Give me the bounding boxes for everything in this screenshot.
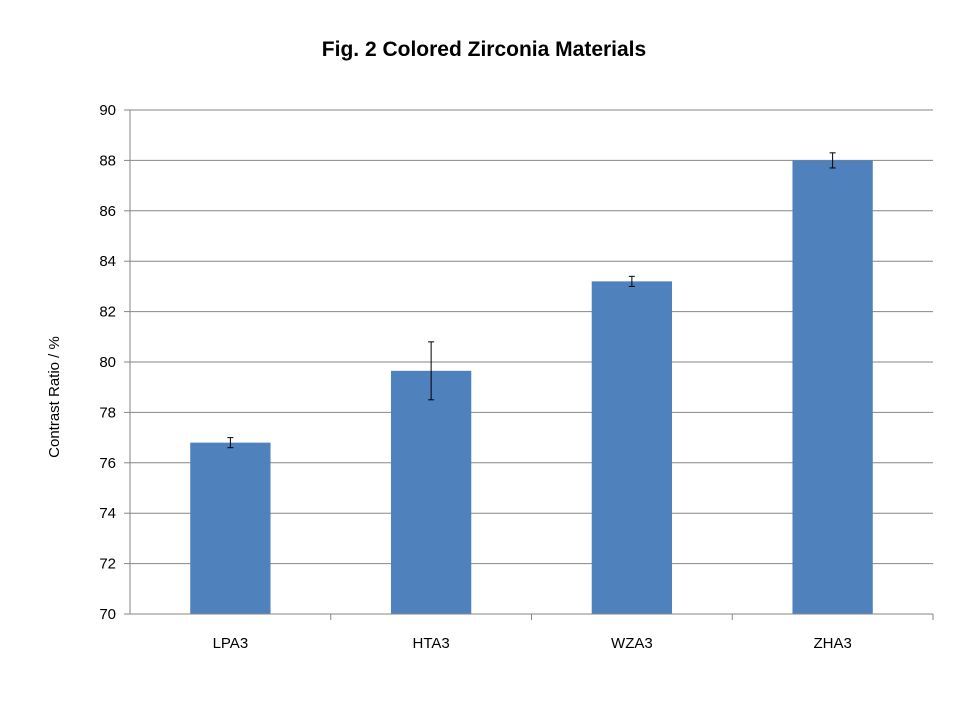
y-tick-label: 86	[99, 203, 116, 220]
bar-lpa3	[190, 442, 271, 614]
y-axis-title: Contrast Ratio / %	[46, 336, 63, 458]
y-tick-label: 88	[99, 152, 116, 169]
x-tick-label: WZA3	[611, 635, 653, 652]
y-tick-label: 72	[99, 556, 116, 573]
y-tick-label: 90	[99, 102, 116, 119]
y-tick-label: 82	[99, 304, 116, 321]
y-tick-label: 70	[99, 606, 116, 623]
x-tick-label: LPA3	[213, 635, 249, 652]
y-tick-label: 80	[99, 354, 116, 371]
y-tick-label: 84	[99, 253, 116, 270]
y-tick-label: 74	[99, 505, 116, 522]
error-bars	[227, 152, 836, 449]
axes	[124, 109, 934, 620]
bar-hta3	[390, 370, 472, 614]
x-tick-label: ZHA3	[813, 635, 851, 652]
tick-labels: 70 72 74 76 78 80 82 84 86 88 90 LPA3 HTA3 WZA3 ZHA3	[99, 102, 851, 652]
bars	[190, 160, 873, 614]
chart-title: Fig. 2 Colored Zirconia Materials	[321, 38, 647, 61]
bar-wza3	[591, 281, 673, 614]
y-tick-label: 78	[99, 404, 116, 421]
x-tick-label: HTA3	[413, 635, 450, 652]
bar-zha3	[792, 160, 873, 614]
y-tick-label: 76	[99, 455, 116, 472]
